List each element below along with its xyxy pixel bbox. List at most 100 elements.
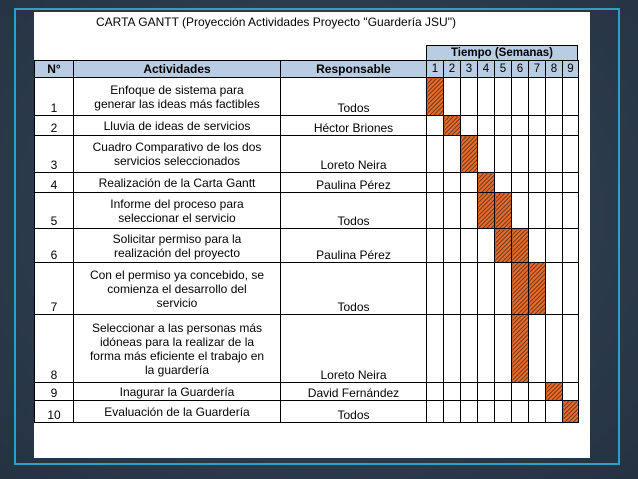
activity-cell: Inagurar la Guardería [73, 382, 281, 401]
responsible-cell: Todos [280, 262, 427, 315]
week-cell [545, 172, 563, 193]
week-cell [562, 192, 579, 229]
week-cell [545, 192, 563, 229]
week-cell [545, 262, 563, 315]
responsible-cell: David Fernández [280, 382, 427, 401]
activity-cell: Con el permiso ya concebido, se comienza… [73, 262, 281, 315]
row-number: 6 [34, 228, 74, 263]
row-number: 10 [34, 400, 74, 423]
col-header-responsible: Responsable [280, 60, 427, 78]
col-header-num: N° [34, 60, 74, 78]
week-cell [511, 192, 529, 229]
week-cell [460, 77, 478, 116]
week-cell [528, 228, 546, 263]
week-cell [494, 382, 512, 401]
gantt-bar [477, 192, 495, 229]
responsible-cell: Todos [280, 400, 427, 423]
activity-cell: Evaluación de la Guardería [73, 400, 281, 423]
week-cell [545, 135, 563, 173]
week-cell [426, 314, 444, 383]
week-header: 1 [426, 60, 444, 78]
week-cell [443, 314, 461, 383]
col-header-activity: Actividades [73, 60, 281, 78]
week-cell [494, 262, 512, 315]
activity-cell: Realización de la Carta Gantt [73, 172, 281, 193]
week-cell [426, 172, 444, 193]
table-row: 2 Lluvia de ideas de servicios Héctor Brio… [34, 115, 579, 136]
week-cell [460, 172, 478, 193]
gantt-bar [545, 382, 563, 401]
week-cell [460, 314, 478, 383]
week-cell [477, 77, 495, 116]
week-cell [443, 228, 461, 263]
slide-frame [14, 8, 620, 465]
week-cell [426, 115, 444, 136]
week-cell [562, 135, 579, 173]
week-cell [545, 400, 563, 423]
gantt-bar [494, 192, 512, 229]
responsible-cell: Loreto Neira [280, 135, 427, 173]
week-header: 2 [443, 60, 461, 78]
week-cell [545, 228, 563, 263]
week-cell [562, 262, 579, 315]
week-cell [477, 262, 495, 315]
week-cell [511, 77, 529, 116]
week-cell [494, 77, 512, 116]
activity-cell: Enfoque de sistema para generar las idea… [73, 77, 281, 116]
week-cell [545, 77, 563, 116]
week-cell [477, 228, 495, 263]
week-cell [562, 77, 579, 116]
gantt-bar [443, 115, 461, 136]
week-cell [477, 314, 495, 383]
gantt-sheet: CARTA GANTT (Proyección Actividades Proy… [34, 12, 590, 458]
week-cell [443, 135, 461, 173]
week-header: 9 [562, 60, 579, 78]
week-cell [460, 192, 478, 229]
table-row: 7 Con el permiso ya concebido, se comienz… [34, 262, 579, 315]
week-cell [494, 400, 512, 423]
week-cell [460, 262, 478, 315]
week-cell [443, 77, 461, 116]
week-cell [511, 400, 529, 423]
table-row: 1 Enfoque de sistema para generar las ide… [34, 77, 579, 116]
week-header: 6 [511, 60, 529, 78]
table-row: 5 Informe del proceso para seleccionar el… [34, 192, 579, 229]
week-cell [494, 172, 512, 193]
week-cell [477, 400, 495, 423]
time-header: Tiempo (Semanas) [426, 45, 578, 60]
gantt-table: N° Actividades Responsable 1 2 3 4 5 6 7… [34, 60, 579, 423]
responsible-cell: Paulina Pérez [280, 228, 427, 263]
gantt-bar [562, 400, 579, 423]
gantt-bar [511, 262, 529, 315]
table-row: 6 Solicitar permiso para la realización d… [34, 228, 579, 263]
week-cell [528, 192, 546, 229]
week-cell [562, 314, 579, 383]
week-cell [443, 262, 461, 315]
responsible-cell: Paulina Pérez [280, 172, 427, 193]
week-cell [528, 172, 546, 193]
activity-cell: Solicitar permiso para la realización de… [73, 228, 281, 263]
row-number: 3 [34, 135, 74, 173]
week-cell [511, 135, 529, 173]
week-header: 4 [477, 60, 495, 78]
responsible-cell: Todos [280, 77, 427, 116]
gantt-bar [528, 262, 546, 315]
gantt-bar [511, 314, 529, 383]
week-cell [562, 382, 579, 401]
table-row: 4 Realización de la Carta Gantt Paulina Pé… [34, 172, 579, 193]
week-header: 5 [494, 60, 512, 78]
week-cell [562, 172, 579, 193]
week-cell [562, 115, 579, 136]
responsible-cell: Todos [280, 192, 427, 229]
week-cell [426, 228, 444, 263]
week-cell [426, 382, 444, 401]
week-cell [528, 115, 546, 136]
week-header: 3 [460, 60, 478, 78]
row-number: 8 [34, 314, 74, 383]
activity-cell: Cuadro Comparativo de los dos servicios … [73, 135, 281, 173]
week-cell [528, 314, 546, 383]
gantt-bar [477, 172, 495, 193]
table-row: 9 Inagurar la Guardería David Fernández [34, 382, 579, 401]
week-cell [460, 400, 478, 423]
row-number: 5 [34, 192, 74, 229]
